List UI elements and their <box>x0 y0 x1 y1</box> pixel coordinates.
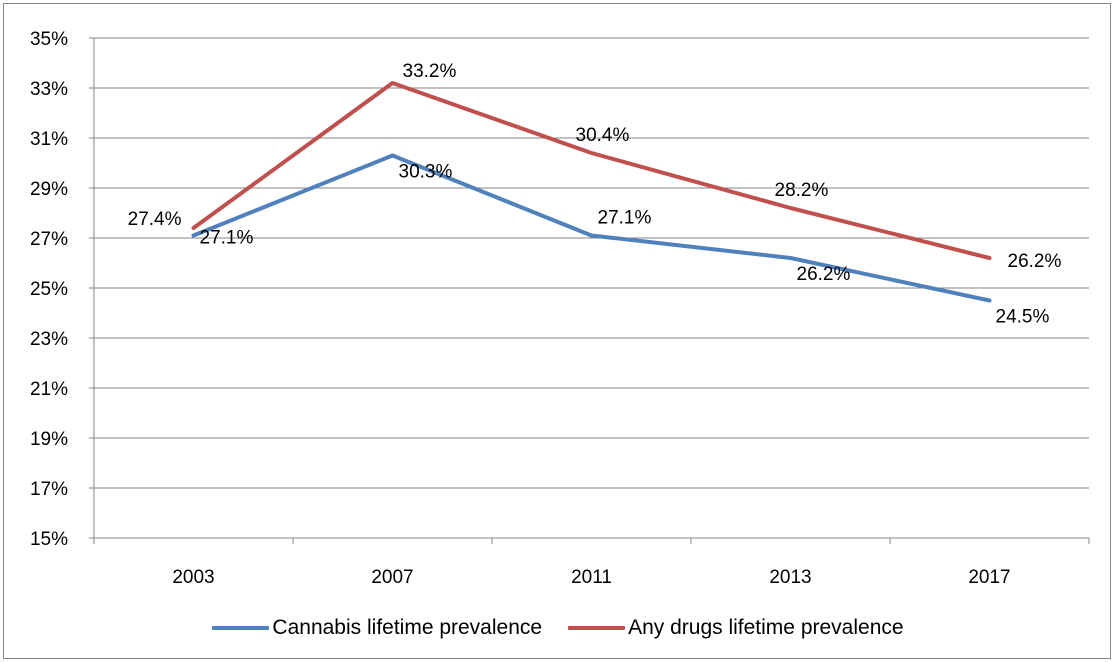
y-tick-label: 23% <box>30 329 68 350</box>
data-label-any-drugs: 26.2% <box>1008 251 1062 272</box>
y-tick-label: 15% <box>30 529 68 550</box>
data-label-cannabis: 24.5% <box>996 307 1050 328</box>
legend-label-cannabis: Cannabis lifetime prevalence <box>272 616 543 639</box>
legend-item-cannabis: Cannabis lifetime prevalence <box>212 616 542 640</box>
x-tick-label: 2013 <box>769 567 811 588</box>
y-tick-label: 29% <box>30 179 68 200</box>
data-label-any-drugs: 30.4% <box>576 125 630 146</box>
series-line-cannabis <box>191 153 992 303</box>
y-tick-label: 19% <box>30 429 68 450</box>
data-label-cannabis: 30.3% <box>399 162 453 183</box>
data-label-any-drugs: 33.2% <box>403 61 457 82</box>
data-label-cannabis: 26.2% <box>797 264 851 285</box>
y-tick-label: 27% <box>30 229 68 250</box>
line-chart: 15% 17% 19% 21% 23% 25% 27% 29% 31% 33% 35% 2003 200… <box>30 29 1090 588</box>
y-tick-label: 33% <box>30 79 68 100</box>
series-line-any-drugs <box>191 81 992 260</box>
data-label-any-drugs: 27.4% <box>128 209 182 230</box>
y-tick-label: 31% <box>30 129 68 150</box>
legend: Cannabis lifetime prevalence Any drugs l… <box>4 616 1112 640</box>
y-tick-label: 25% <box>30 279 68 300</box>
x-tick-label: 2003 <box>172 567 214 588</box>
legend-swatch-cannabis <box>212 626 270 630</box>
data-label-cannabis: 27.1% <box>200 228 254 249</box>
y-tick-label: 17% <box>30 479 68 500</box>
x-tick-label: 2017 <box>968 567 1010 588</box>
legend-label-any-drugs: Any drugs lifetime prevalence <box>628 616 904 639</box>
y-tick-label: 21% <box>30 379 68 400</box>
y-tick-label: 35% <box>30 29 68 50</box>
legend-swatch-any-drugs <box>568 626 626 630</box>
chart-frame: 15% 17% 19% 21% 23% 25% 27% 29% 31% 33% 35% 2003 200… <box>3 3 1111 659</box>
x-tick-label: 2007 <box>371 567 413 588</box>
data-label-any-drugs: 28.2% <box>775 180 829 201</box>
x-tick-label: 2011 <box>571 567 612 588</box>
data-label-cannabis: 27.1% <box>598 208 652 229</box>
legend-item-any-drugs: Any drugs lifetime prevalence <box>568 616 904 640</box>
